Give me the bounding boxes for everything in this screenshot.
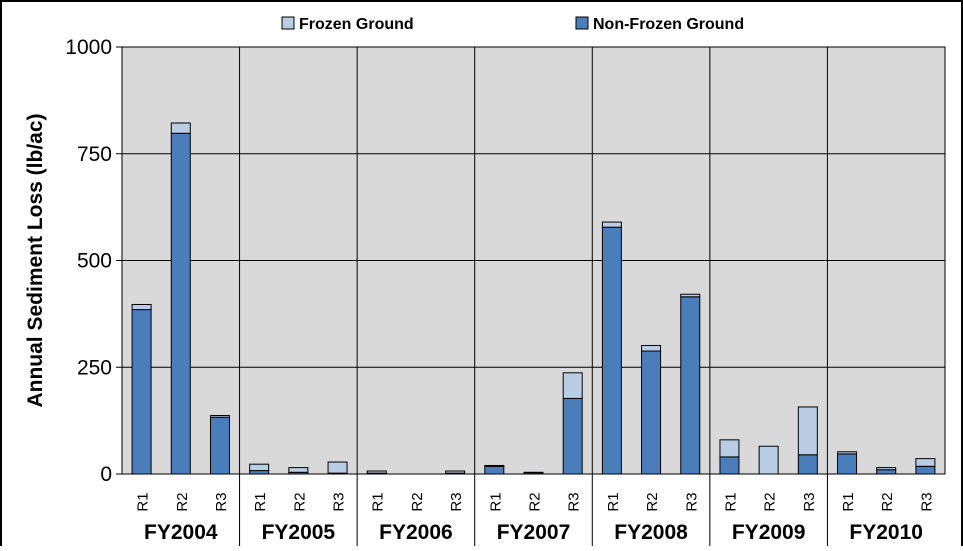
group-label: FY2009 [732,521,806,544]
bar-segment-frozen [446,471,465,473]
bar-segment-frozen [798,407,817,455]
category-tick-label: R2 [174,492,191,511]
category-tick-label: R2 [409,492,426,511]
category-tick-label: R2 [644,492,661,511]
category-tick-label: R2 [527,492,544,511]
bar-segment-frozen [720,440,739,457]
legend: Frozen Ground Non-Frozen Ground [282,16,744,33]
bar-segment-non-frozen [602,227,621,474]
bar-segment-non-frozen [798,455,817,474]
category-tick-label: R1 [370,492,387,511]
bar-segment-non-frozen [642,351,661,474]
category-tick-label: R2 [762,492,779,511]
bar-segment-frozen [563,373,582,399]
bar-segment-non-frozen [485,466,504,474]
bar-segment-frozen [642,345,661,351]
bar-segment-non-frozen [250,471,269,474]
bar-segment-frozen [171,123,190,133]
bar-segment-frozen [602,222,621,227]
plot-area-group: 0 250 500 750 1000 R1 R2 R3 FY2004 R1 R2 R3 FY2005 R1… [65,36,945,546]
bar-segment-frozen [759,446,778,474]
category-tick-label: R1 [252,492,269,511]
category-tick-label: R1 [722,492,739,511]
category-tick-label: R2 [291,492,308,511]
bar-segment-frozen [328,462,347,473]
bar-segment-non-frozen [916,466,935,474]
legend-label: Frozen Ground [299,16,414,33]
legend-swatch [282,17,294,29]
bar-segment-non-frozen [877,470,896,474]
bar-segment-non-frozen [681,297,700,474]
bar-segment-frozen [877,468,896,470]
group-label: FY2006 [379,521,453,544]
bar-segment-frozen [485,465,504,466]
category-tick-label: R3 [801,492,818,511]
group-label: FY2005 [262,521,336,544]
bar-segment-frozen [916,459,935,467]
category-tick-label: R3 [918,492,935,511]
y-tick-label: 500 [77,250,112,273]
category-tick-label: R3 [683,492,700,511]
y-tick-label: 0 [100,463,112,486]
group-label: FY2010 [849,521,923,544]
bar-segment-frozen [289,468,308,473]
bar-segment-frozen [681,294,700,297]
y-axis-title: Annual Sediment Loss (lb/ac) [24,113,47,407]
bar-segment-frozen [250,464,269,470]
bar-segment-frozen [367,471,386,473]
bar-segment-frozen [838,452,857,454]
bar-segment-non-frozen [720,457,739,474]
category-tick-label: R3 [213,492,230,511]
bar-segment-non-frozen [563,398,582,474]
legend-label: Non-Frozen Ground [593,16,744,33]
category-tick-label: R2 [879,492,896,511]
category-tick-label: R1 [605,492,622,511]
category-tick-label: R1 [840,492,857,511]
bar-segment-frozen [132,304,151,309]
group-label: FY2004 [144,521,218,544]
y-tick-label: 750 [77,143,112,166]
bar-segment-frozen [210,416,229,418]
bar-segment-non-frozen [838,454,857,474]
category-tick-label: R3 [448,492,465,511]
group-label: FY2007 [497,521,571,544]
bar-segment-non-frozen [132,310,151,474]
category-tick-label: R1 [135,492,152,511]
group-label: FY2008 [614,521,688,544]
category-tick-label: R1 [487,492,504,511]
category-tick-label: R3 [566,492,583,511]
bar-segment-non-frozen [171,133,190,474]
y-tick-label: 250 [77,356,112,379]
legend-swatch [576,17,588,29]
category-tick-label: R3 [331,492,348,511]
y-tick-label: 1000 [65,36,112,59]
bar-segment-non-frozen [210,417,229,474]
